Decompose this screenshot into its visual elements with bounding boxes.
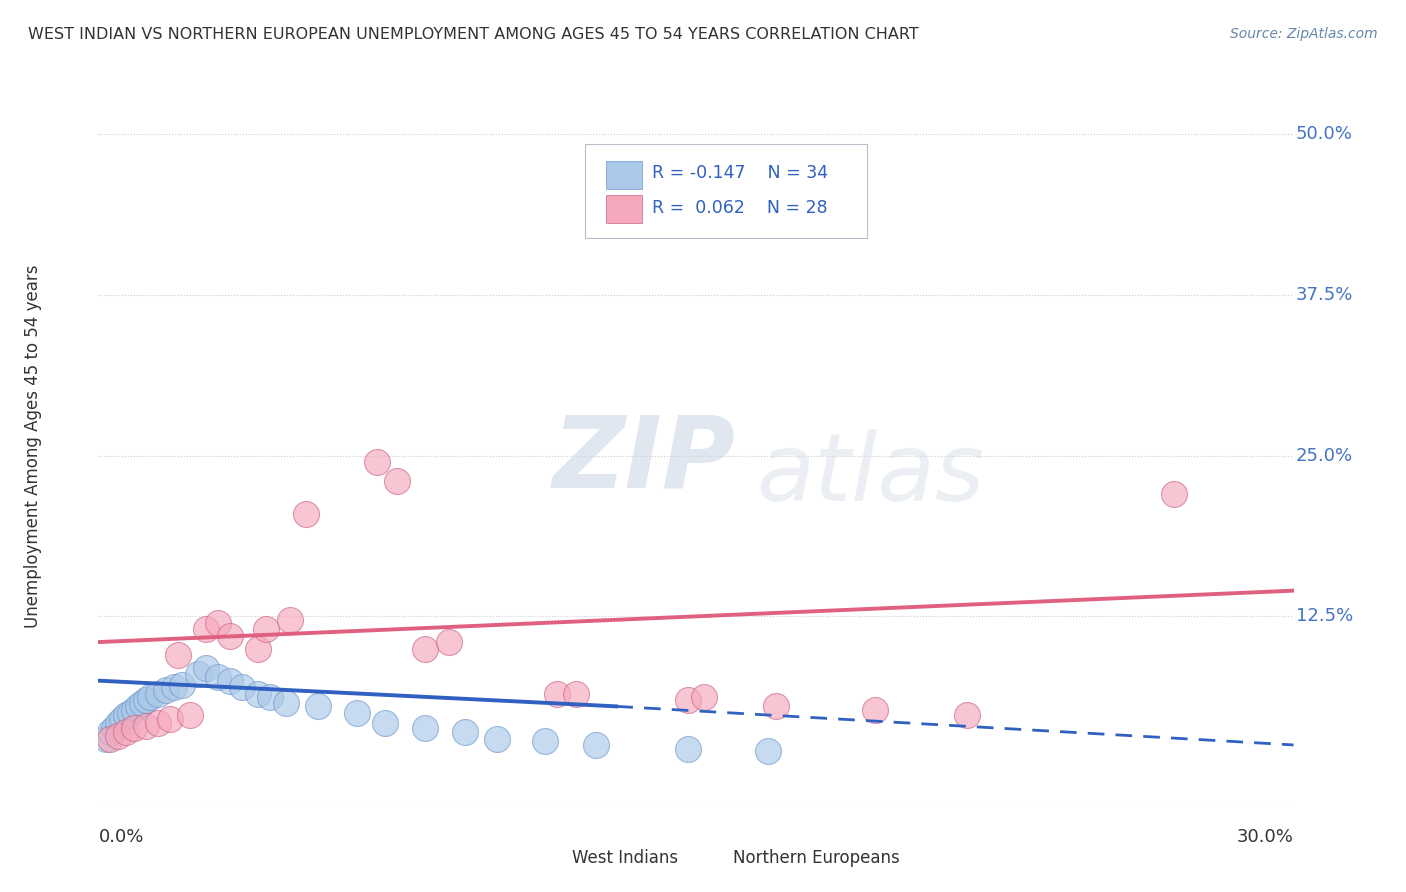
Text: 50.0%: 50.0%: [1296, 125, 1353, 144]
Point: [413, 721, 436, 735]
Point: [207, 615, 229, 630]
Point: [179, 708, 201, 723]
Point: [546, 686, 568, 700]
Point: [278, 613, 301, 627]
Point: [956, 708, 979, 723]
Point: [159, 712, 181, 726]
Point: [765, 699, 787, 714]
FancyBboxPatch shape: [585, 145, 868, 237]
Point: [219, 629, 242, 643]
Point: [756, 744, 779, 758]
Point: [307, 699, 329, 714]
Point: [135, 719, 157, 733]
Text: ZIP: ZIP: [553, 412, 735, 508]
Text: 25.0%: 25.0%: [1296, 447, 1353, 465]
Point: [219, 673, 242, 688]
Point: [254, 622, 277, 636]
Point: [127, 699, 149, 714]
Point: [565, 686, 588, 700]
Point: [533, 734, 555, 748]
Point: [148, 716, 170, 731]
Point: [124, 721, 146, 735]
Point: [346, 706, 368, 720]
Point: [187, 667, 209, 681]
FancyBboxPatch shape: [702, 847, 728, 869]
Point: [139, 690, 162, 705]
Point: [693, 690, 716, 705]
Point: [148, 686, 170, 700]
Point: [274, 696, 297, 710]
Point: [454, 725, 477, 739]
Text: Northern Europeans: Northern Europeans: [733, 849, 900, 867]
Text: R = -0.147    N = 34: R = -0.147 N = 34: [652, 164, 828, 182]
FancyBboxPatch shape: [540, 847, 567, 869]
Point: [163, 680, 186, 694]
Point: [413, 641, 436, 656]
Point: [124, 703, 146, 717]
Point: [385, 475, 409, 489]
Point: [115, 725, 138, 739]
Point: [485, 731, 508, 746]
Text: 0.0%: 0.0%: [98, 828, 143, 846]
Point: [155, 682, 177, 697]
Point: [96, 731, 118, 746]
Point: [366, 455, 388, 469]
Point: [172, 677, 194, 691]
Point: [676, 741, 699, 756]
Text: atlas: atlas: [756, 429, 984, 520]
Point: [98, 725, 122, 739]
Point: [107, 716, 129, 731]
Point: [135, 693, 157, 707]
Point: [246, 641, 269, 656]
Text: R =  0.062    N = 28: R = 0.062 N = 28: [652, 199, 827, 217]
FancyBboxPatch shape: [606, 161, 643, 189]
Point: [863, 703, 886, 717]
Point: [676, 693, 699, 707]
Text: 37.5%: 37.5%: [1296, 286, 1354, 304]
Point: [374, 716, 396, 731]
Point: [231, 680, 253, 694]
Point: [103, 721, 125, 735]
Point: [207, 670, 229, 684]
Point: [194, 622, 218, 636]
Point: [115, 708, 138, 723]
Point: [259, 690, 281, 705]
Point: [1163, 487, 1185, 501]
FancyBboxPatch shape: [606, 194, 643, 223]
Text: 12.5%: 12.5%: [1296, 607, 1353, 625]
Point: [107, 729, 129, 743]
Text: 30.0%: 30.0%: [1237, 828, 1294, 846]
Point: [585, 738, 607, 752]
Text: West Indians: West Indians: [572, 849, 678, 867]
Point: [98, 731, 122, 746]
Point: [131, 696, 153, 710]
Text: Unemployment Among Ages 45 to 54 years: Unemployment Among Ages 45 to 54 years: [24, 264, 42, 628]
Point: [294, 507, 316, 521]
Point: [120, 706, 142, 720]
Point: [111, 712, 134, 726]
Point: [167, 648, 190, 662]
Text: Source: ZipAtlas.com: Source: ZipAtlas.com: [1230, 27, 1378, 41]
Point: [246, 686, 269, 700]
Point: [194, 661, 218, 675]
Text: WEST INDIAN VS NORTHERN EUROPEAN UNEMPLOYMENT AMONG AGES 45 TO 54 YEARS CORRELAT: WEST INDIAN VS NORTHERN EUROPEAN UNEMPLO…: [28, 27, 920, 42]
Point: [437, 635, 460, 649]
